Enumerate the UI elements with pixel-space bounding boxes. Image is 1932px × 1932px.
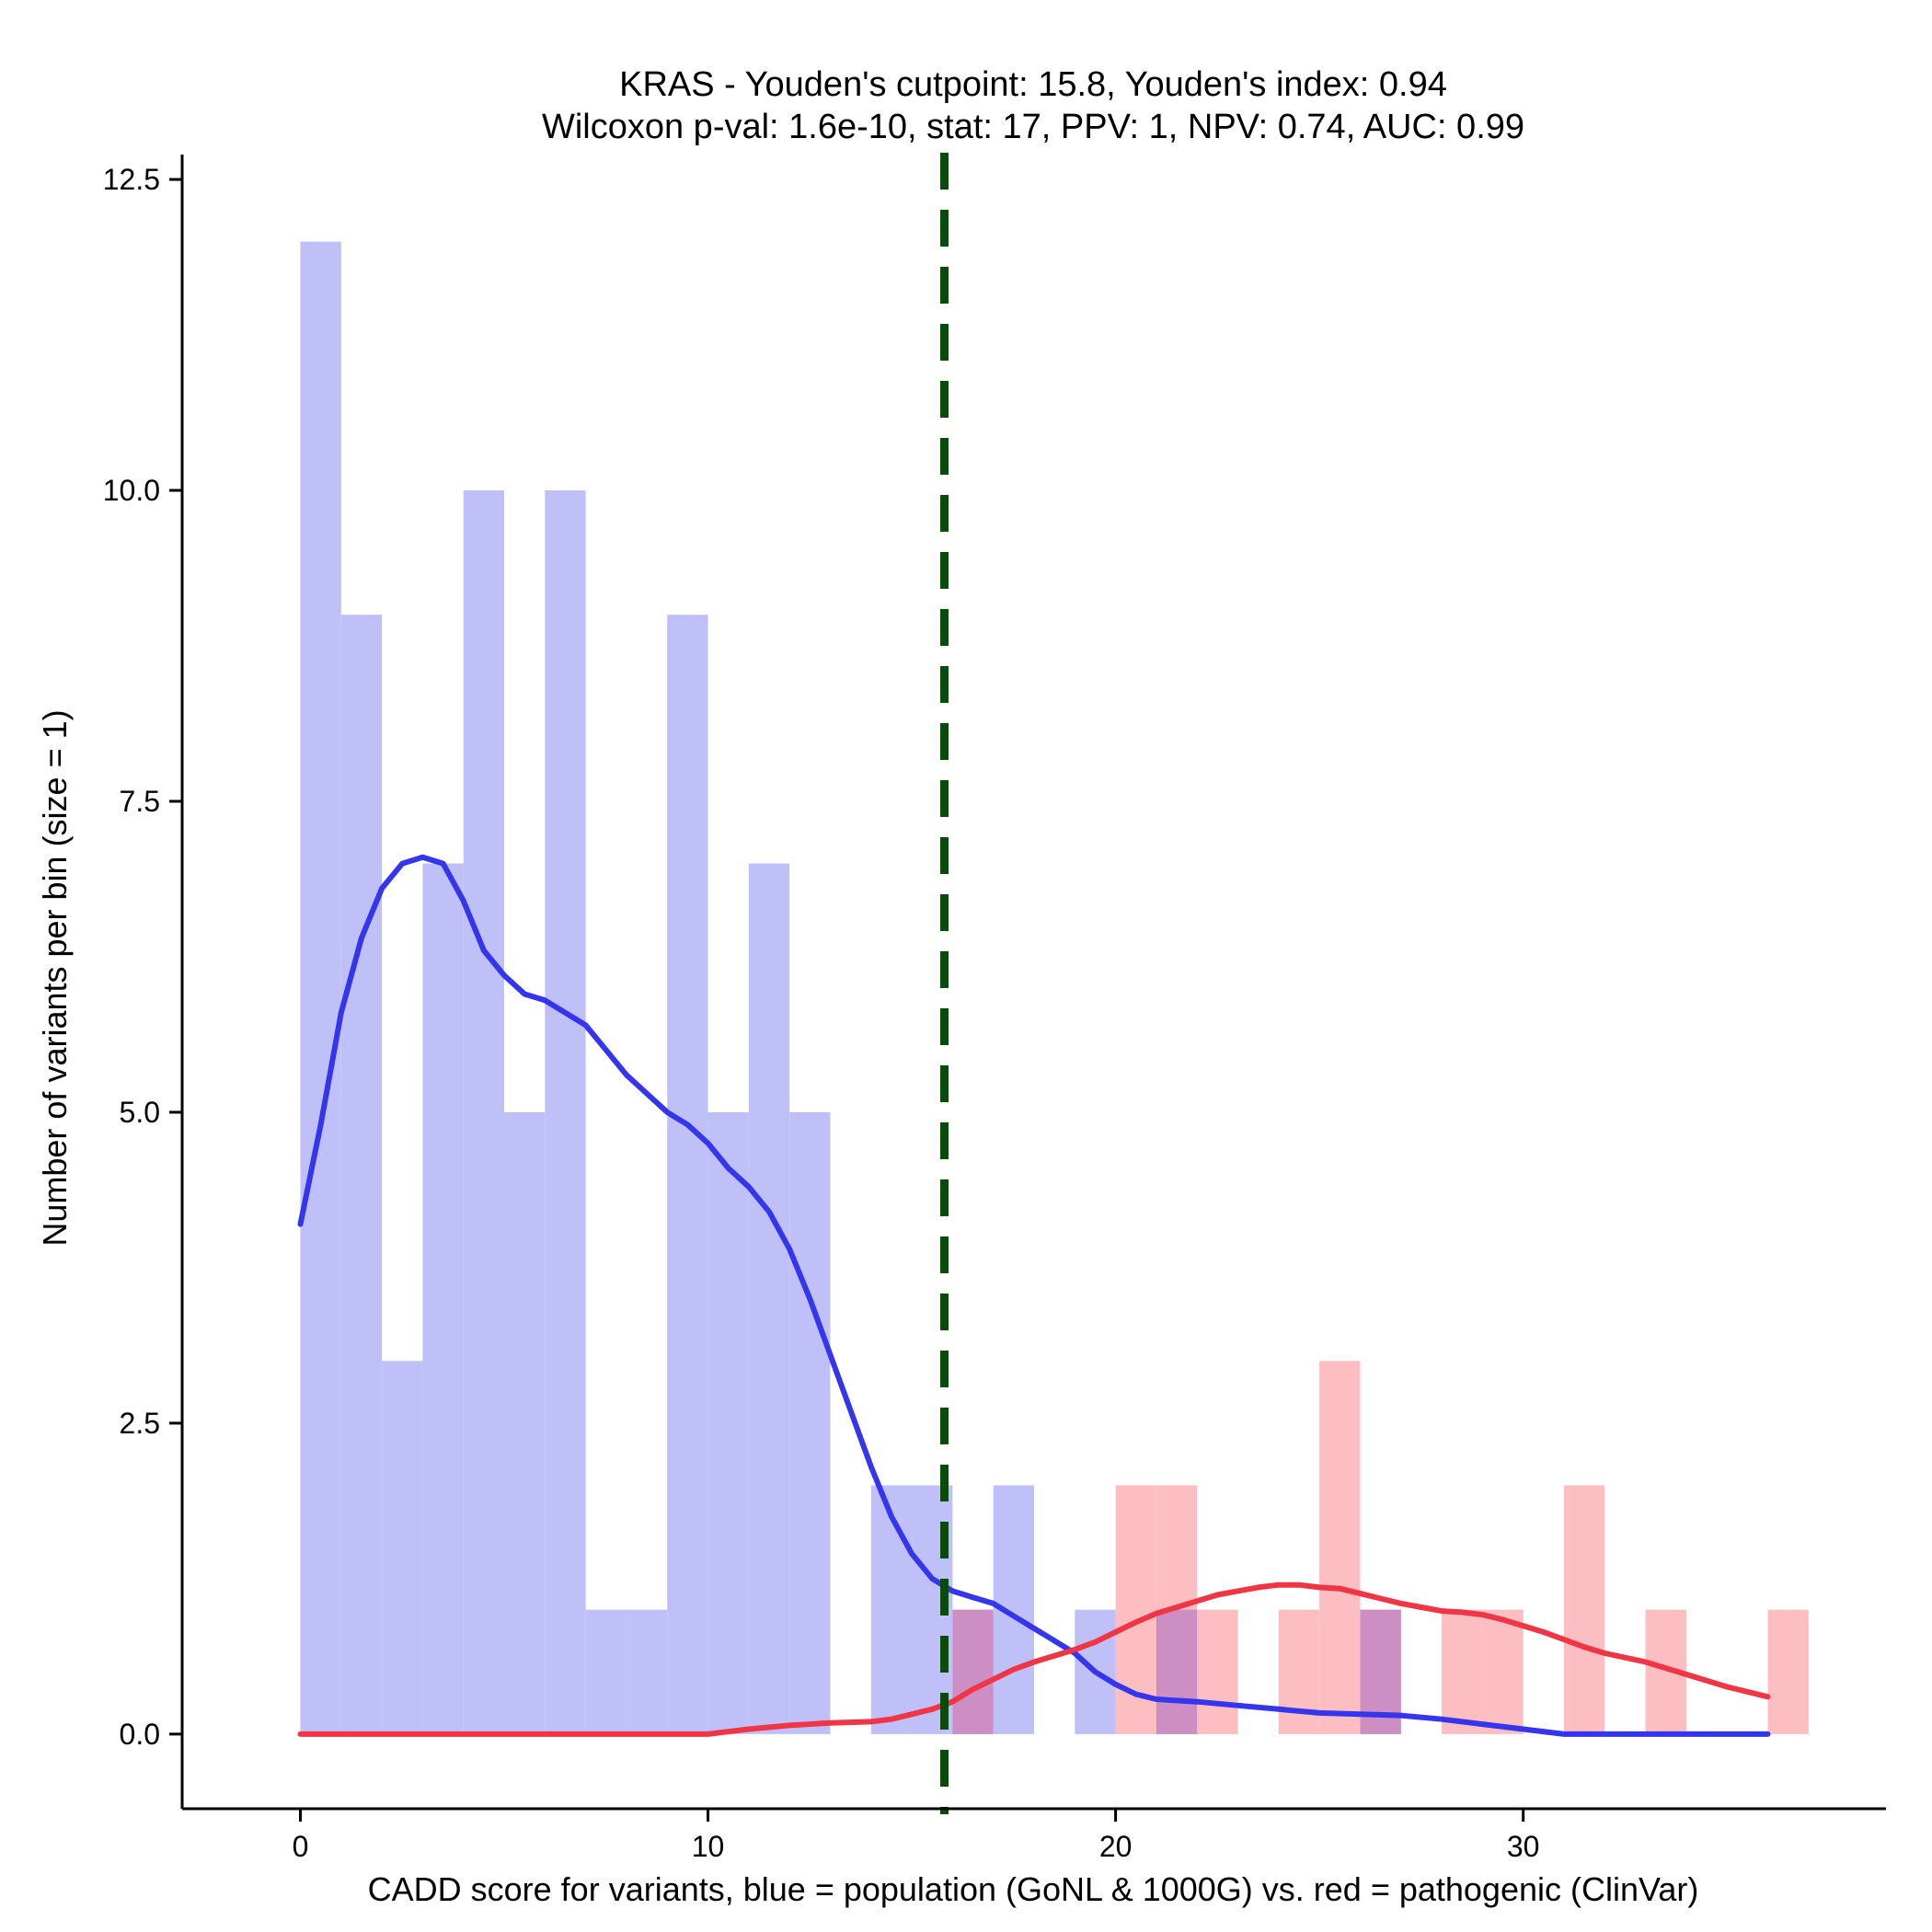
y-tick-label: 7.5 (120, 785, 160, 818)
density-curves-layer (297, 854, 1771, 1737)
y-tick-label: 2.5 (120, 1407, 160, 1440)
population-bar (463, 490, 505, 1734)
population-bar (382, 1361, 423, 1734)
pathogenic-bar (1482, 1609, 1524, 1734)
population-bar (748, 863, 790, 1734)
population-bar (545, 490, 586, 1734)
x-ticks: 0 10 20 30 (293, 1809, 1540, 1863)
pathogenic-bar (1197, 1609, 1238, 1734)
population-bar (870, 1485, 913, 1734)
population-bar (667, 615, 708, 1734)
y-axis-label: Number of variants per bin (size = 1) (36, 709, 74, 1246)
pathogenic-bar (1442, 1609, 1483, 1734)
x-tick-label: 0 (293, 1830, 309, 1863)
population-bar (707, 1111, 749, 1734)
x-tick-label: 20 (1099, 1830, 1133, 1863)
pathogenic-density-curve (297, 1581, 1771, 1737)
population-density-curve (297, 854, 1771, 1737)
y-tick-label: 5.0 (120, 1096, 160, 1129)
bars-layer (300, 241, 1809, 1734)
population-bar (626, 1609, 668, 1734)
pathogenic-bar (1319, 1361, 1361, 1734)
population-bar (789, 1111, 831, 1734)
y-ticks: 0.0 2.5 5.0 7.5 10.0 12.5 (103, 163, 182, 1751)
population-bar (422, 863, 464, 1734)
chart-title-line1: KRAS - Youden's cutpoint: 15.8, Youden's… (619, 65, 1447, 104)
x-tick-label: 10 (692, 1830, 725, 1863)
population-bar (504, 1111, 546, 1734)
chart-title-line2: Wilcoxon p-val: 1.6e-10, stat: 17, PPV: … (542, 108, 1524, 146)
overlap-bar (1156, 1609, 1198, 1734)
pathogenic-bar (1767, 1609, 1809, 1734)
population-bar (340, 615, 383, 1734)
y-tick-label: 10.0 (103, 474, 160, 507)
pathogenic-bar (1563, 1485, 1605, 1734)
y-tick-label: 12.5 (103, 163, 160, 196)
population-bar (585, 1609, 627, 1734)
x-tick-label: 30 (1507, 1830, 1540, 1863)
population-bar (300, 241, 341, 1734)
y-tick-label: 0.0 (120, 1718, 160, 1751)
axes: 0 10 20 30 0.0 2.5 5.0 7.5 10.0 12.5 (103, 155, 1886, 1863)
pathogenic-bar (1278, 1609, 1320, 1734)
overlap-bar (952, 1609, 994, 1734)
x-axis-label: CADD score for variants, blue = populati… (368, 1870, 1699, 1908)
